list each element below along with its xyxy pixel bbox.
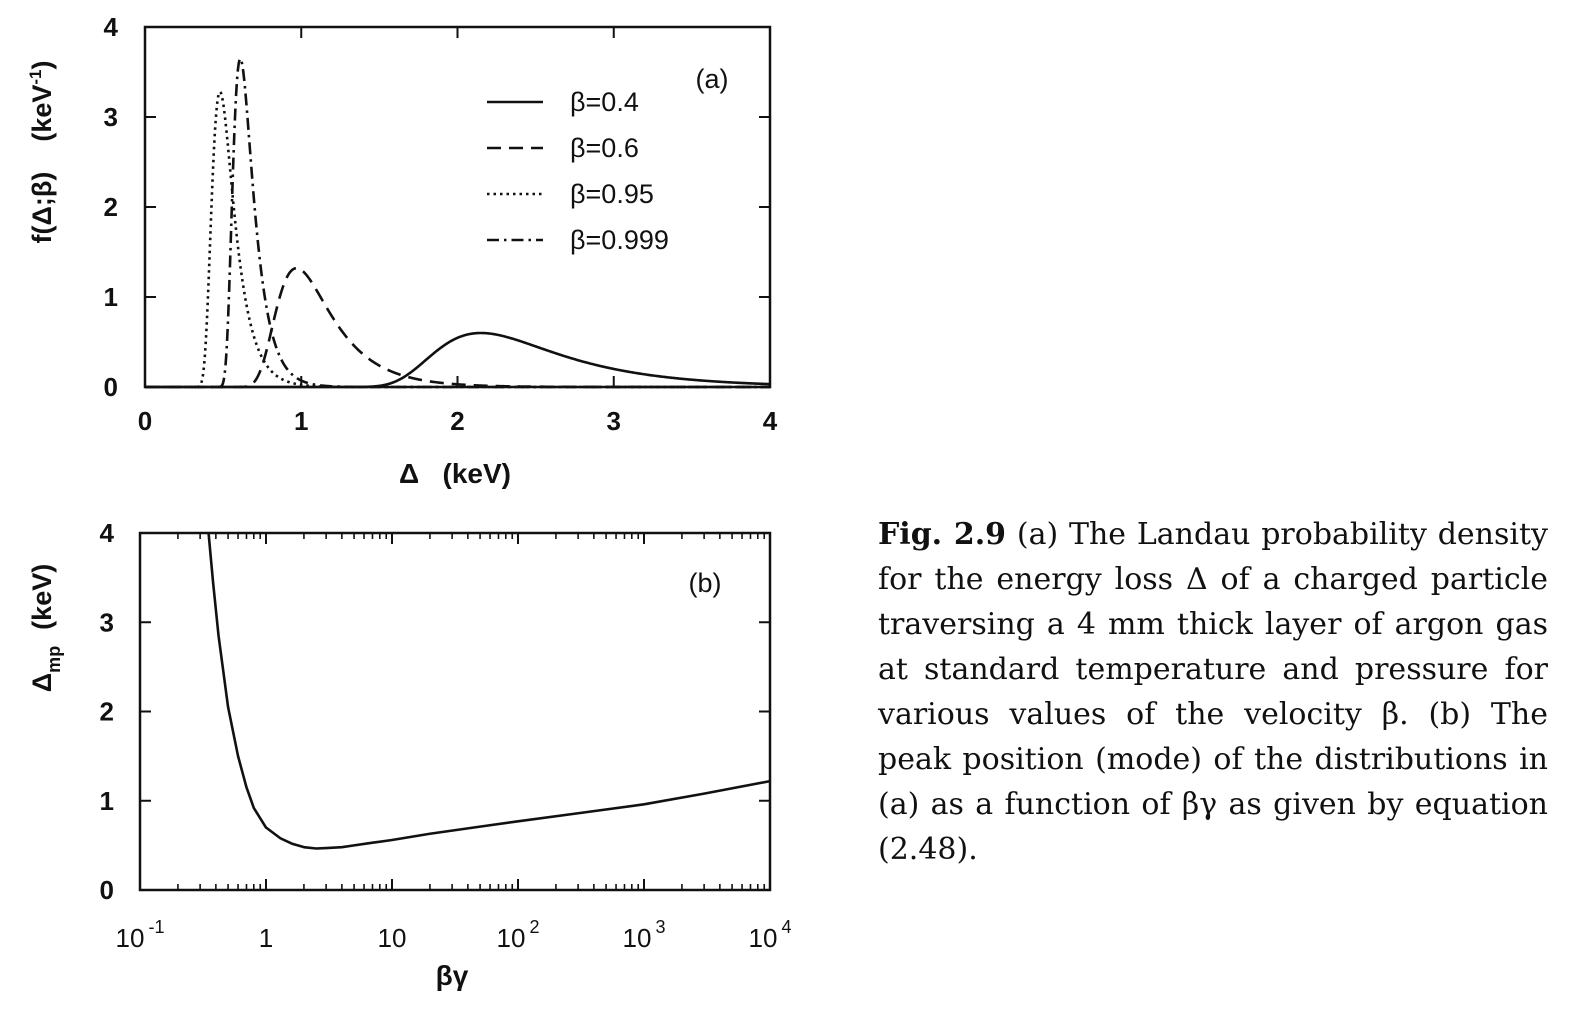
panel-b-xtick-label: 10 bbox=[378, 923, 407, 953]
panel-b-ytick-label: 0 bbox=[100, 875, 114, 905]
panel-a-series-line-1 bbox=[145, 266, 770, 389]
panel-a-series-line-0 bbox=[145, 331, 771, 389]
panel-b-xtick-label: 10 4 bbox=[749, 917, 792, 953]
legend-entry: β=0.95 bbox=[570, 179, 654, 209]
panel-a-ytick-label: 1 bbox=[104, 282, 118, 312]
panel-a-ytick-label: 0 bbox=[104, 372, 118, 402]
panel-b-ylabel-main: Δ bbox=[27, 673, 57, 692]
panel-b-ytick-label: 4 bbox=[100, 518, 115, 548]
panel-a-series-line-2 bbox=[145, 89, 770, 389]
panel-b-ytick-label: 1 bbox=[100, 786, 114, 816]
panel-b-ticks: 10 -1 1 10 10 2 10 3 10 4 0 1 2 3 4 bbox=[100, 518, 792, 953]
panel-b-ylabel-unit: (keV) bbox=[27, 564, 57, 630]
legend-entry: β=0.999 bbox=[570, 225, 669, 255]
panel-a-xtick-label: 4 bbox=[763, 406, 778, 436]
panel-b-ylabel: Δmp (keV) bbox=[27, 564, 64, 692]
panel-a-ylabel-close: ) bbox=[27, 60, 57, 69]
panel-a-xtick-label: 2 bbox=[450, 406, 464, 436]
panel-b-xlabel: βγ bbox=[436, 960, 469, 991]
panel-a-ytick-label: 2 bbox=[104, 192, 118, 222]
panel-a-legend: β=0.4 β=0.6 β=0.95 β=0.999 bbox=[487, 87, 669, 255]
legend-entry: β=0.6 bbox=[570, 133, 639, 163]
panel-a-curves bbox=[145, 56, 771, 389]
panel-b-curves bbox=[207, 532, 771, 850]
panel-b-xtick-label: 10 2 bbox=[497, 917, 540, 953]
panel-b-xtick-label: 10 3 bbox=[623, 917, 666, 953]
panel-a-xtick-label: 1 bbox=[294, 406, 308, 436]
panel-b-ylabel-sub: mp bbox=[44, 646, 64, 673]
panel-a-ytick-label: 4 bbox=[104, 12, 119, 42]
figure-caption: Fig. 2.9 (a) The Landau probability dens… bbox=[878, 512, 1548, 872]
panel-b-series-line-0 bbox=[207, 532, 771, 850]
panel-b-frame bbox=[138, 531, 772, 892]
panel-a-series-line-3 bbox=[145, 56, 770, 389]
panel-b-label: (b) bbox=[689, 568, 722, 598]
panel-a-ylabel-sup: -1 bbox=[26, 69, 45, 84]
panel-a-xtick-label: 0 bbox=[138, 406, 152, 436]
legend-entry: β=0.4 bbox=[570, 87, 639, 117]
panel-b-ytick-label: 3 bbox=[100, 607, 114, 637]
panel-a-xlabel: Δ (keV) bbox=[399, 458, 511, 489]
caption-text: (a) The Landau probability density for t… bbox=[878, 517, 1549, 867]
panel-a-frame bbox=[143, 25, 772, 389]
panel-a-ytick-label: 3 bbox=[104, 102, 118, 132]
panel-a-ticks: 0 1 2 3 4 0 1 2 3 4 bbox=[104, 12, 778, 436]
panel-a-label: (a) bbox=[696, 64, 729, 94]
caption-label: Fig. 2.9 bbox=[878, 517, 1007, 552]
panel-a-xtick-label: 3 bbox=[607, 406, 621, 436]
panel-b-ytick-label: 2 bbox=[100, 697, 114, 727]
panel-b-xtick-label: 1 bbox=[259, 923, 273, 953]
panel-a-chart: 0 1 2 3 4 0 1 2 3 4 β=0.4 β=0.6 β=0.95 β=0.999 (a) Δ… bbox=[26, 12, 778, 489]
panel-a-ylabel-main: f(Δ;β) (keV bbox=[27, 85, 57, 244]
panel-a-ylabel: f(Δ;β) (keV-1) bbox=[26, 60, 57, 243]
panel-b-chart: 10 -1 1 10 10 2 10 3 10 4 0 1 2 3 4 (b) βγ Δmp (keV) bbox=[27, 518, 791, 991]
panel-b-xtick-label: 10 -1 bbox=[116, 917, 165, 953]
